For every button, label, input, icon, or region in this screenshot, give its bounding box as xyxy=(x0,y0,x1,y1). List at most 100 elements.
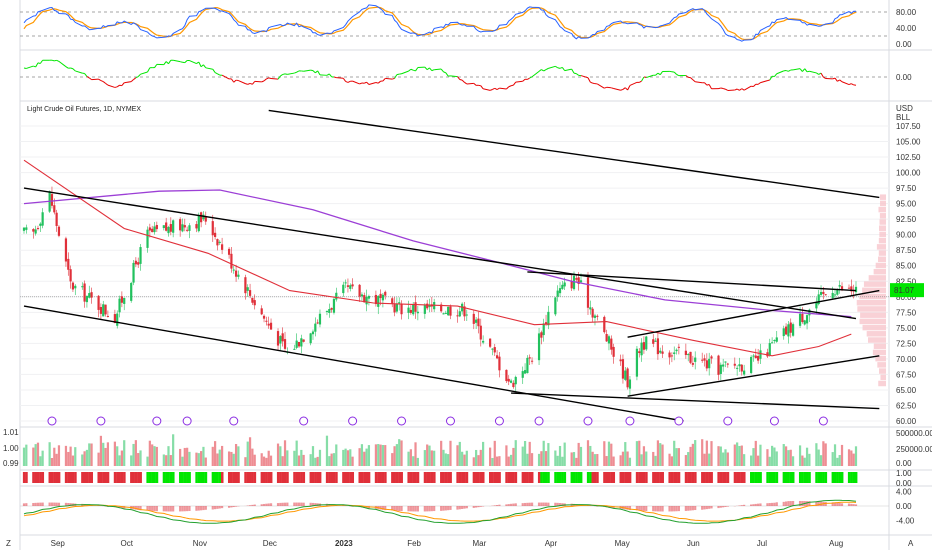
candle-body xyxy=(116,313,119,326)
trend-strip-cell xyxy=(505,472,508,483)
macd-histogram-bar xyxy=(204,506,207,510)
macd-histogram-bar xyxy=(248,505,252,506)
macd-histogram-bar xyxy=(766,503,769,506)
oscillator-segment xyxy=(848,83,852,85)
volume-bar xyxy=(300,449,303,466)
candle-body xyxy=(701,359,704,361)
macd-histogram-bar xyxy=(120,506,123,509)
volume-bar xyxy=(626,451,629,466)
trend-strip-cell xyxy=(251,472,254,483)
trend-strip-cell xyxy=(840,472,844,483)
oscillator-segment xyxy=(84,73,88,77)
oscillator-segment xyxy=(496,87,500,90)
dividend-event-icon xyxy=(182,416,192,426)
volume-bar xyxy=(302,454,305,466)
candle-body xyxy=(689,351,692,363)
volume-bar xyxy=(766,449,769,466)
time-axis-label: Feb xyxy=(407,539,421,548)
candle-body xyxy=(102,304,105,317)
trend-strip-cell xyxy=(719,472,723,483)
volume-bar xyxy=(363,451,366,466)
oscillator-segment xyxy=(527,77,530,80)
oscillator-segment xyxy=(328,73,333,78)
candle-body xyxy=(612,346,615,357)
trend-strip-cell xyxy=(335,472,338,483)
candle-body xyxy=(640,342,643,356)
candle-body xyxy=(577,277,580,285)
trend-strip-cell xyxy=(789,472,793,483)
oscillator-segment xyxy=(189,60,197,65)
volume-bar xyxy=(757,455,760,466)
volume-bar xyxy=(32,447,35,466)
candle-body xyxy=(603,316,606,333)
trend-strip-cell xyxy=(752,472,755,483)
volume-bar xyxy=(754,440,757,466)
volume-bar xyxy=(722,452,725,466)
volume-bar xyxy=(717,446,720,466)
volume-bar xyxy=(547,443,550,466)
trend-strip-cell xyxy=(463,472,466,483)
macd-histogram-bar xyxy=(654,506,657,512)
volume-bar xyxy=(593,454,597,466)
oscillator-segment xyxy=(760,80,768,84)
trend-strip-cell xyxy=(360,472,364,483)
macd-histogram-bar xyxy=(784,501,788,506)
timezone-button[interactable]: Z xyxy=(6,539,11,548)
candle-body xyxy=(325,310,329,312)
macd-histogram-bar xyxy=(151,506,154,511)
macd-histogram-bar xyxy=(642,506,646,511)
macd-histogram-bar xyxy=(200,506,203,511)
volume-profile-bar xyxy=(878,256,886,263)
candle-body xyxy=(817,294,820,305)
auto-scale-button[interactable]: A xyxy=(908,539,914,548)
trend-strip-cell xyxy=(358,472,362,483)
trend-strip-cell xyxy=(447,472,450,483)
oscillator-segment xyxy=(655,72,659,76)
oscillator-segment xyxy=(622,87,626,90)
oscillator-segment xyxy=(114,86,118,88)
volume-bar xyxy=(752,448,755,466)
trend-strip-cell xyxy=(302,472,306,483)
volume-bar xyxy=(204,457,207,466)
candle-body xyxy=(694,357,697,362)
macd-histogram-bar xyxy=(561,503,564,506)
volume-bar xyxy=(773,447,776,466)
volume-bar xyxy=(491,457,494,466)
candle-body xyxy=(316,322,319,324)
trendline xyxy=(23,305,684,422)
oscillator-segment xyxy=(51,59,55,62)
oscillator-segment xyxy=(741,88,745,91)
candle-body xyxy=(726,363,729,365)
macd-histogram-bar xyxy=(717,506,720,509)
trend-strip-cell xyxy=(88,472,91,483)
volume-bar xyxy=(85,449,89,466)
dividend-event-icon xyxy=(445,416,455,426)
macd-histogram-bar xyxy=(836,502,839,506)
volume-bar xyxy=(558,445,562,466)
candle-body xyxy=(71,282,75,290)
candle-body xyxy=(244,277,247,294)
macd-histogram-bar xyxy=(507,504,510,506)
volume-bar xyxy=(591,451,594,466)
volume-bar xyxy=(817,449,820,466)
volume-bar xyxy=(132,443,135,466)
oscillator-segment xyxy=(571,68,575,74)
candle-body xyxy=(621,359,625,379)
candle-body xyxy=(805,315,809,324)
trend-strip-cell xyxy=(218,472,222,483)
oscillator-segment xyxy=(431,69,435,72)
trend-strip-cell xyxy=(85,472,89,483)
trend-strip-cell xyxy=(69,472,73,483)
macd-histogram-bar xyxy=(265,503,268,506)
trend-strip-cell xyxy=(253,472,257,483)
trend-strip-cell xyxy=(423,472,427,483)
trend-strip-cell xyxy=(183,472,187,483)
macd-histogram-bar xyxy=(523,502,527,506)
candle-body xyxy=(740,364,743,372)
oscillator-segment xyxy=(392,77,395,80)
candle-body xyxy=(200,212,203,223)
oscillator-segment xyxy=(841,81,850,85)
volume-bar xyxy=(791,456,795,466)
oscillator-segment xyxy=(88,77,92,81)
